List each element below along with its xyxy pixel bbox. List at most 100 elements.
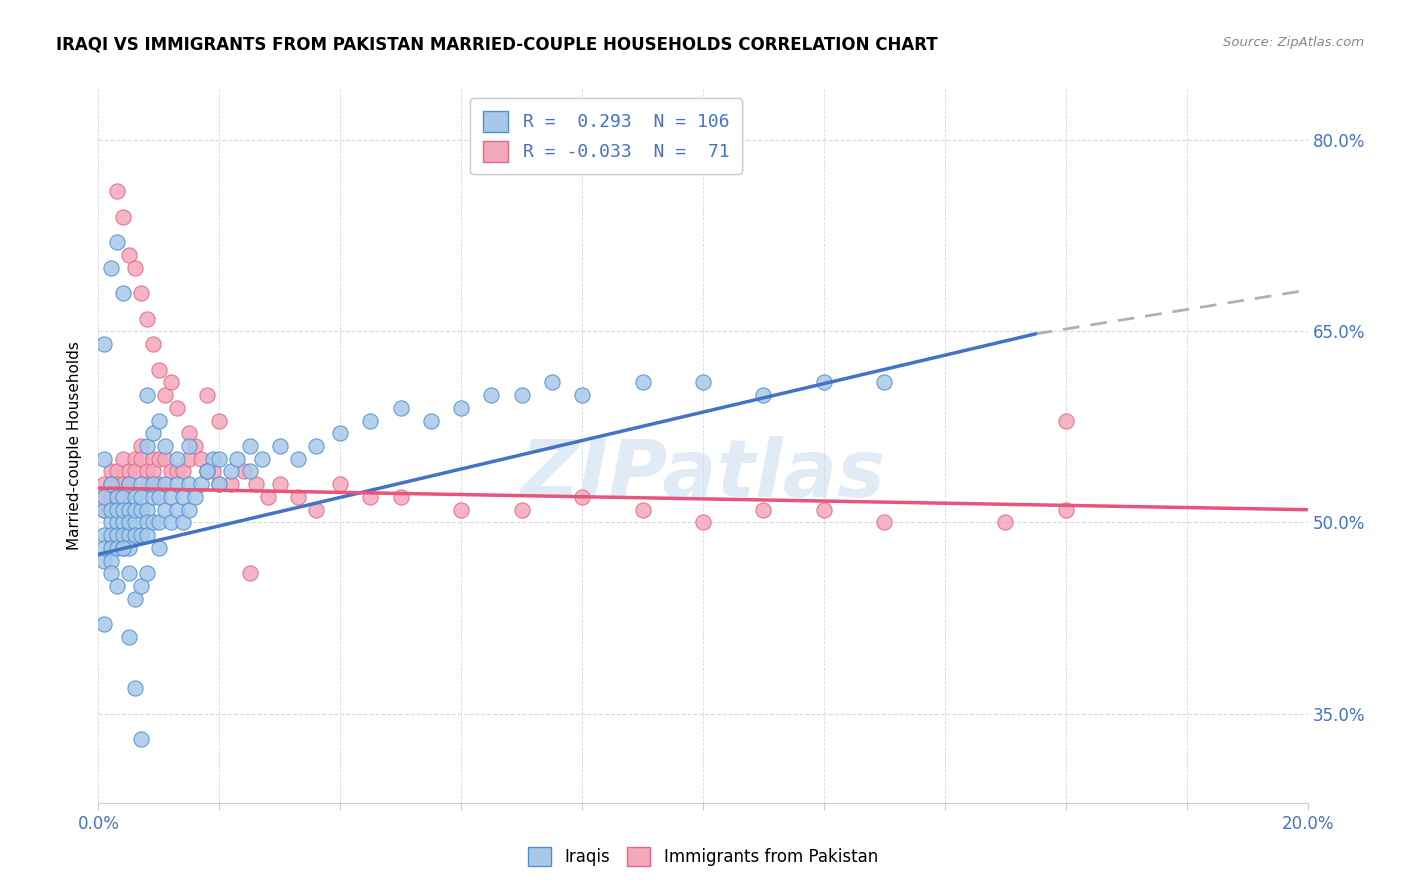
Point [245, 477, 267, 491]
Point [105, 502, 128, 516]
Point [142, 451, 165, 466]
Text: IRAQI VS IMMIGRANTS FROM PAKISTAN MARRIED-COUPLE HOUSEHOLDS CORRELATION CHART: IRAQI VS IMMIGRANTS FROM PAKISTAN MARRIE… [56, 36, 938, 54]
Point [148, 451, 170, 466]
Point [195, 465, 218, 479]
Point [118, 516, 141, 530]
Point [142, 516, 165, 530]
Point [100, 516, 122, 530]
Point [129, 490, 152, 504]
Point [994, 516, 1017, 530]
Point [481, 388, 503, 402]
Point [153, 451, 176, 466]
Point [160, 465, 183, 479]
Point [129, 579, 152, 593]
Point [100, 554, 122, 568]
Text: Source: ZipAtlas.com: Source: ZipAtlas.com [1223, 36, 1364, 49]
Point [129, 732, 152, 747]
Point [142, 490, 165, 504]
Point [177, 477, 201, 491]
Point [100, 502, 122, 516]
Point [105, 184, 128, 198]
Point [287, 490, 309, 504]
Point [221, 465, 243, 479]
Point [111, 490, 134, 504]
Point [111, 502, 134, 516]
Point [360, 413, 382, 427]
Point [250, 451, 273, 466]
Point [190, 451, 212, 466]
Point [160, 490, 183, 504]
Point [118, 477, 141, 491]
Point [221, 477, 243, 491]
Point [239, 566, 262, 581]
Point [105, 465, 128, 479]
Point [631, 502, 654, 516]
Point [105, 579, 128, 593]
Point [111, 210, 134, 224]
Point [239, 465, 262, 479]
Point [118, 248, 141, 262]
Point [389, 401, 412, 415]
Point [208, 451, 231, 466]
Point [177, 439, 201, 453]
Point [208, 477, 231, 491]
Point [105, 528, 128, 542]
Point [135, 566, 157, 581]
Point [142, 477, 165, 491]
Point [148, 362, 170, 376]
Point [124, 528, 146, 542]
Point [118, 630, 141, 644]
Point [111, 490, 134, 504]
Point [177, 502, 201, 516]
Point [153, 439, 176, 453]
Point [111, 286, 134, 301]
Point [129, 451, 152, 466]
Point [100, 477, 122, 491]
Point [93, 617, 115, 632]
Point [540, 376, 562, 390]
Point [571, 490, 593, 504]
Point [124, 465, 146, 479]
Point [305, 502, 328, 516]
Point [166, 401, 188, 415]
Point [269, 477, 291, 491]
Point [148, 490, 170, 504]
Point [124, 260, 146, 275]
Point [135, 465, 157, 479]
Point [510, 388, 533, 402]
Point [172, 516, 194, 530]
Point [160, 516, 183, 530]
Point [135, 439, 157, 453]
Point [135, 516, 157, 530]
Point [419, 413, 441, 427]
Point [100, 260, 122, 275]
Point [93, 477, 115, 491]
Y-axis label: Married-couple Households: Married-couple Households [66, 342, 82, 550]
Point [135, 311, 157, 326]
Point [100, 465, 122, 479]
Point [177, 451, 201, 466]
Point [195, 388, 218, 402]
Point [153, 388, 176, 402]
Point [111, 528, 134, 542]
Point [142, 337, 165, 351]
Point [329, 477, 352, 491]
Point [195, 465, 218, 479]
Point [166, 465, 188, 479]
Point [692, 376, 714, 390]
Point [124, 502, 146, 516]
Point [111, 541, 134, 555]
Point [135, 477, 157, 491]
Point [329, 426, 352, 441]
Point [105, 490, 128, 504]
Point [239, 439, 262, 453]
Point [305, 439, 328, 453]
Point [813, 376, 835, 390]
Point [1054, 502, 1077, 516]
Point [184, 439, 207, 453]
Point [172, 490, 194, 504]
Legend: Iraqis, Immigrants from Pakistan: Iraqis, Immigrants from Pakistan [520, 838, 886, 875]
Point [184, 490, 207, 504]
Point [129, 477, 152, 491]
Point [202, 465, 225, 479]
